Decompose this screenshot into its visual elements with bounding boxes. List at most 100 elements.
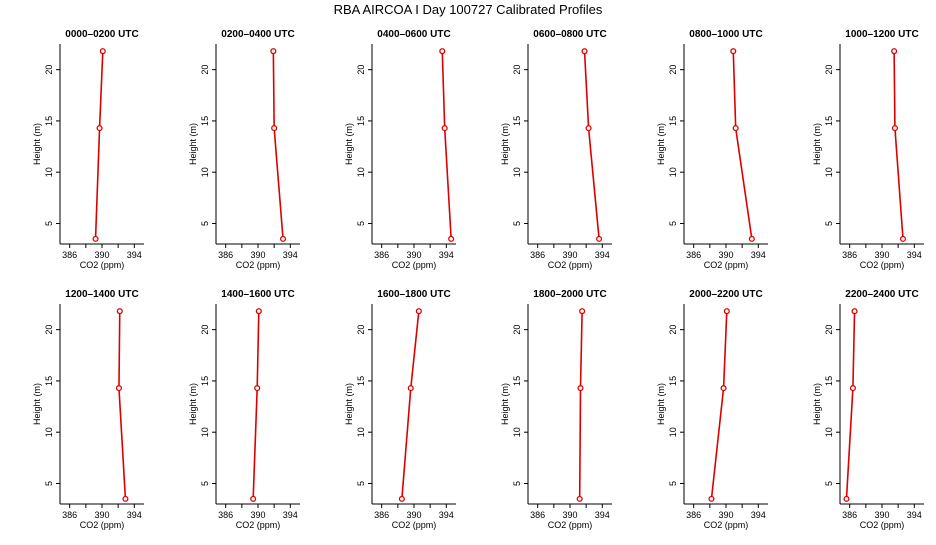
x-tick-label: 386	[530, 510, 545, 520]
x-axis-label: CO2 (ppm)	[392, 520, 437, 530]
panel: 0600–0800 UTC 386 390 394 5 10 15 20 CO2 (ppm) He…	[500, 29, 612, 270]
x-axis-label: CO2 (ppm)	[860, 520, 905, 530]
data-point	[748, 235, 755, 242]
x-tick-label: 386	[62, 250, 77, 260]
y-tick-label: 10	[668, 167, 678, 177]
series-line	[94, 51, 104, 239]
y-tick-label: 5	[824, 221, 834, 226]
x-axis-label: CO2 (ppm)	[236, 520, 281, 530]
y-tick-label: 10	[824, 167, 834, 177]
x-tick-label: 390	[406, 250, 421, 260]
data-point	[271, 125, 278, 132]
x-axis-label: CO2 (ppm)	[80, 260, 125, 270]
panel: 0400–0600 UTC 386 390 394 5 10 15 20 CO2 (ppm) He…	[344, 29, 456, 270]
data-point	[576, 495, 583, 502]
series-line	[401, 311, 420, 499]
y-tick-label: 10	[200, 167, 210, 177]
x-tick-label: 390	[718, 250, 733, 260]
x-tick-label: 394	[907, 510, 922, 520]
data-point	[723, 308, 730, 315]
y-tick-label: 20	[668, 65, 678, 75]
panel-title: 1600–1800 UTC	[377, 289, 450, 300]
x-tick-label: 390	[406, 510, 421, 520]
y-tick-label: 20	[200, 325, 210, 335]
figure-title: RBA AIRCOA I Day 100727 Calibrated Profi…	[334, 2, 603, 17]
y-tick-label: 5	[668, 221, 678, 226]
data-point	[270, 48, 277, 55]
y-axis-label: Height (m)	[812, 383, 822, 425]
series-line	[732, 51, 753, 239]
x-axis-label: CO2 (ppm)	[236, 260, 281, 270]
x-tick-label: 390	[874, 250, 889, 260]
y-axis-label: Height (m)	[188, 123, 198, 165]
panel: 1800–2000 UTC 386 390 394 5 10 15 20 CO2 (ppm) He…	[500, 289, 612, 530]
data-point	[891, 48, 898, 55]
panel: 0800–1000 UTC 386 390 394 5 10 15 20 CO2 (ppm) He…	[656, 29, 768, 270]
x-tick-label: 394	[595, 510, 610, 520]
x-tick-label: 390	[562, 510, 577, 520]
y-tick-label: 20	[668, 325, 678, 335]
y-tick-label: 15	[44, 376, 54, 386]
x-tick-label: 394	[751, 510, 766, 520]
x-tick-label: 394	[283, 250, 298, 260]
series-line	[578, 311, 583, 499]
y-tick-label: 5	[668, 481, 678, 486]
panel-title: 1200–1400 UTC	[65, 289, 138, 300]
panel-title: 1800–2000 UTC	[533, 289, 606, 300]
x-tick-label: 386	[374, 510, 389, 520]
y-tick-label: 10	[44, 427, 54, 437]
x-tick-label: 390	[94, 250, 109, 260]
y-tick-label: 5	[200, 221, 210, 226]
y-axis-label: Height (m)	[812, 123, 822, 165]
y-tick-label: 5	[44, 221, 54, 226]
y-axis-label: Height (m)	[344, 383, 354, 425]
panel: 1600–1800 UTC 386 390 394 5 10 15 20 CO2 (ppm) He…	[344, 289, 456, 530]
panel-title: 2200–2400 UTC	[845, 289, 918, 300]
y-tick-label: 15	[356, 376, 366, 386]
x-axis-label: CO2 (ppm)	[548, 520, 593, 530]
y-tick-label: 15	[200, 116, 210, 126]
data-point	[891, 125, 898, 132]
x-axis-label: CO2 (ppm)	[704, 260, 749, 270]
x-tick-label: 386	[842, 510, 857, 520]
panel-title: 1400–1600 UTC	[221, 289, 294, 300]
x-axis-label: CO2 (ppm)	[548, 260, 593, 270]
y-tick-label: 20	[44, 325, 54, 335]
data-point	[122, 495, 129, 502]
y-axis-label: Height (m)	[656, 383, 666, 425]
y-tick-label: 5	[512, 221, 522, 226]
y-tick-label: 5	[356, 221, 366, 226]
series-line	[252, 311, 260, 499]
panel-title: 0400–0600 UTC	[377, 29, 450, 40]
y-tick-label: 20	[512, 65, 522, 75]
y-tick-label: 15	[668, 116, 678, 126]
data-point	[899, 235, 907, 242]
y-tick-label: 20	[200, 65, 210, 75]
panel: 1000–1200 UTC 386 390 394 5 10 15 20 CO2 (ppm) He…	[812, 29, 924, 270]
y-tick-label: 10	[200, 427, 210, 437]
data-point	[398, 495, 405, 502]
x-tick-label: 394	[127, 250, 142, 260]
data-point	[99, 48, 106, 55]
y-tick-label: 5	[824, 481, 834, 486]
y-tick-label: 5	[356, 481, 366, 486]
panel: 0000–0200 UTC 386 390 394 5 10 15 20 CO2 (ppm) He…	[32, 29, 144, 270]
x-tick-label: 394	[439, 510, 454, 520]
panel: 1400–1600 UTC 386 390 394 5 10 15 20 CO2 (ppm) He…	[188, 289, 300, 530]
x-tick-label: 394	[907, 250, 922, 260]
y-tick-label: 15	[200, 376, 210, 386]
x-tick-label: 394	[751, 250, 766, 260]
data-point	[585, 125, 592, 132]
panel: 0200–0400 UTC 386 390 394 5 10 15 20 CO2 (ppm) He…	[188, 29, 300, 270]
x-tick-label: 386	[686, 250, 701, 260]
y-tick-label: 20	[44, 65, 54, 75]
panel: 2200–2400 UTC 386 390 394 5 10 15 20 CO2 (ppm) He…	[812, 289, 924, 530]
y-tick-label: 10	[668, 427, 678, 437]
data-point	[279, 235, 287, 242]
x-tick-label: 386	[686, 510, 701, 520]
data-point	[415, 308, 422, 315]
series-line	[272, 51, 284, 239]
data-point	[851, 308, 858, 315]
x-tick-label: 386	[62, 510, 77, 520]
